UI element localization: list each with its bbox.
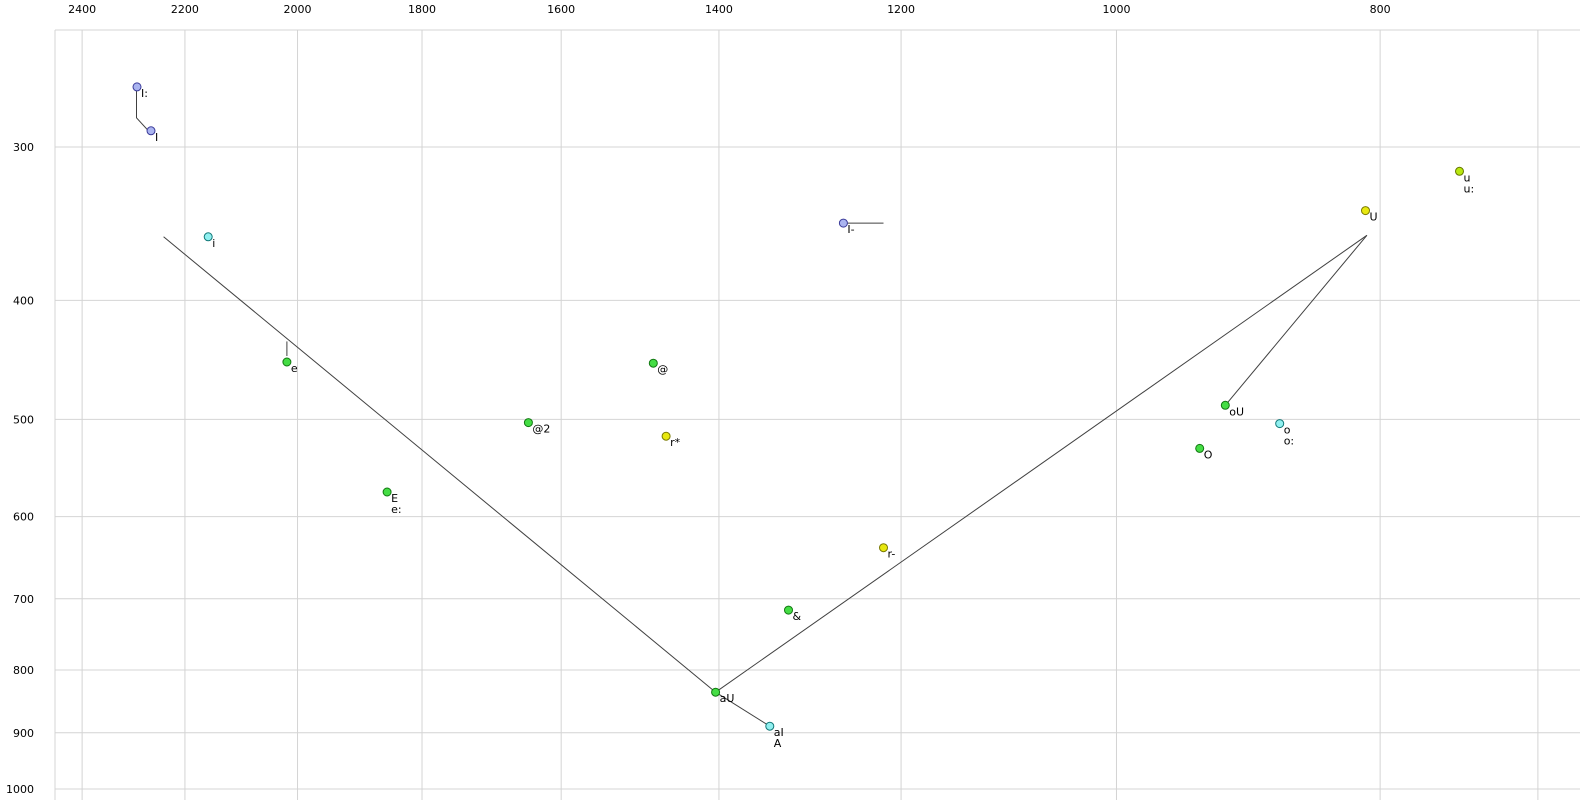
vowel-label: E xyxy=(391,492,398,505)
trajectory-line xyxy=(1224,234,1368,406)
trajectory-line xyxy=(715,234,1368,693)
y-tick-label: 1000 xyxy=(6,783,34,796)
x-tick-label: 1800 xyxy=(408,3,436,16)
vowel-label: e xyxy=(291,362,298,375)
vowel-label: oU xyxy=(1229,405,1244,418)
vowel-label: @2 xyxy=(532,423,550,436)
trajectory-line xyxy=(136,86,149,132)
y-tick-label: 300 xyxy=(13,141,34,154)
vowel-label: U xyxy=(1370,211,1378,224)
trajectory-line xyxy=(715,691,771,727)
x-tick-label: 1000 xyxy=(1102,3,1130,16)
x-tick-label: 2400 xyxy=(68,3,96,16)
vowel-label: I- xyxy=(847,223,854,236)
trajectory-line xyxy=(163,236,716,693)
vowel-point[interactable] xyxy=(1220,400,1230,410)
vowel-point[interactable] xyxy=(879,543,888,553)
vowel-point[interactable] xyxy=(1455,166,1464,176)
vowel-label: aI xyxy=(774,726,784,739)
vowel-label: r- xyxy=(888,548,896,561)
x-tick-label: 2000 xyxy=(284,3,312,16)
vowel-point[interactable] xyxy=(382,487,392,497)
vowel-point[interactable] xyxy=(648,358,658,368)
vowel-point[interactable] xyxy=(711,687,721,697)
vowel-point[interactable] xyxy=(132,82,142,92)
x-tick-label: 1600 xyxy=(547,3,575,16)
vowel-label: I xyxy=(155,131,158,144)
x-tick-label: 1200 xyxy=(887,3,915,16)
vowel-point[interactable] xyxy=(523,418,533,428)
y-tick-label: 800 xyxy=(13,664,34,677)
y-tick-label: 600 xyxy=(13,511,34,524)
y-tick-label: 900 xyxy=(13,727,34,740)
vowel-label-secondary: A xyxy=(774,737,782,750)
vowel-point[interactable] xyxy=(146,126,156,136)
vowel-label: r* xyxy=(670,436,681,449)
vowel-point[interactable] xyxy=(282,357,292,367)
y-tick-label: 700 xyxy=(13,593,34,606)
vowel-point[interactable] xyxy=(1275,419,1285,429)
vowel-point[interactable] xyxy=(784,605,793,615)
x-tick-label: 2200 xyxy=(171,3,199,16)
vowel-point[interactable] xyxy=(765,721,775,731)
vowel-point[interactable] xyxy=(1361,206,1370,216)
vowel-label: i xyxy=(212,237,215,250)
vowel-point[interactable] xyxy=(203,232,213,242)
vowel-label-secondary: o: xyxy=(1284,435,1294,448)
vowel-label-secondary: e: xyxy=(391,503,401,516)
vowel-point[interactable] xyxy=(838,218,848,228)
vowel-label: I: xyxy=(141,87,148,100)
vowel-label: & xyxy=(793,610,802,623)
vowel-point[interactable] xyxy=(1195,443,1205,453)
vowel-label: u xyxy=(1464,171,1471,184)
vowel-point[interactable] xyxy=(661,431,671,441)
x-tick-label: 800 xyxy=(1370,3,1391,16)
vowel-label: aU xyxy=(720,692,735,705)
vowel-label: O xyxy=(1204,448,1213,461)
y-tick-label: 500 xyxy=(13,413,34,426)
x-tick-label: 1400 xyxy=(705,3,733,16)
vowel-label-secondary: u: xyxy=(1464,182,1475,195)
vowel-label: @ xyxy=(657,363,668,376)
vowel-label: o xyxy=(1284,424,1291,437)
y-tick-label: 400 xyxy=(13,294,34,307)
